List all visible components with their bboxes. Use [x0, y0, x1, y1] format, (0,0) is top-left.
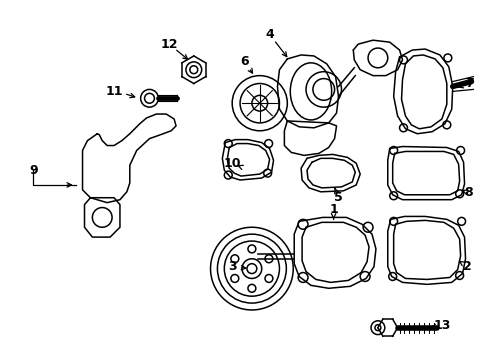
- Text: 3: 3: [227, 260, 236, 273]
- Text: 6: 6: [240, 55, 249, 68]
- Text: 2: 2: [462, 260, 471, 273]
- Text: 8: 8: [463, 186, 472, 199]
- Circle shape: [246, 264, 256, 274]
- Text: 4: 4: [264, 28, 273, 41]
- Circle shape: [189, 66, 197, 74]
- Text: 13: 13: [432, 319, 449, 332]
- Text: 9: 9: [29, 164, 38, 177]
- Text: 11: 11: [105, 85, 122, 98]
- Text: 7: 7: [464, 77, 473, 90]
- Text: 12: 12: [160, 38, 178, 51]
- Text: 1: 1: [328, 203, 337, 216]
- Text: 10: 10: [223, 157, 241, 170]
- Text: 5: 5: [333, 191, 342, 204]
